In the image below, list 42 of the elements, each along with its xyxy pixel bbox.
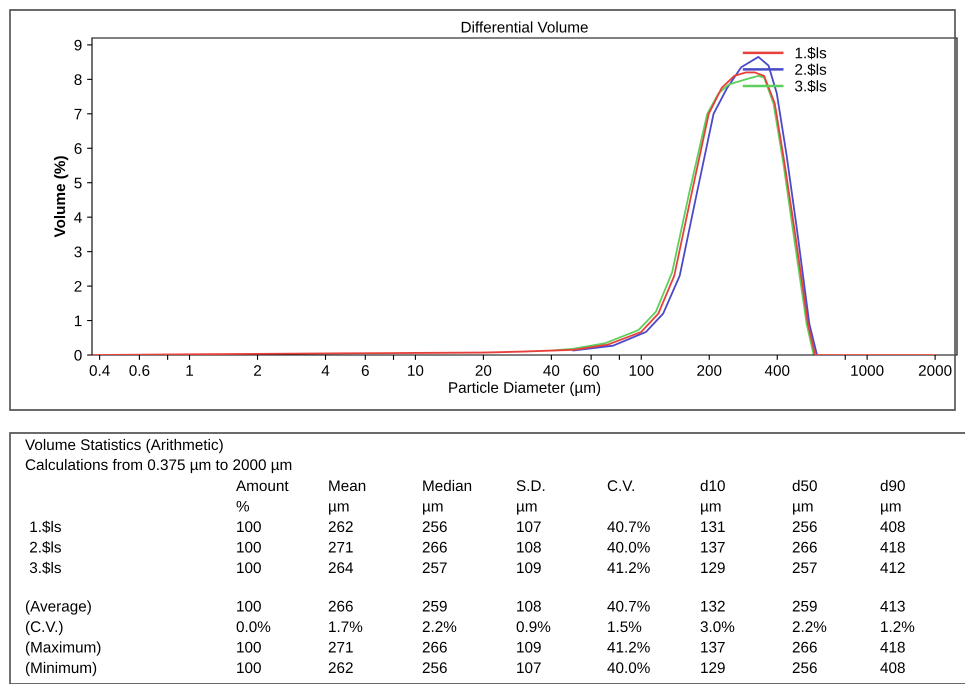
x-tick-label: 400 xyxy=(764,365,790,376)
y-tick-label: 2 xyxy=(74,280,82,292)
x-tick-label: 1 xyxy=(186,365,194,376)
x-tick-label: 0.4 xyxy=(90,365,110,376)
x-tick-label: 4 xyxy=(322,365,330,376)
x-tick-label: 60 xyxy=(583,365,600,376)
y-axis-title: Volume (%) xyxy=(54,156,68,238)
y-tick-label: 1 xyxy=(74,316,82,326)
legend-label: 2.$ls xyxy=(795,63,826,76)
x-tick-label: 20 xyxy=(476,365,492,376)
legend-label: 3.$ls xyxy=(795,80,826,92)
legend-label: 1.$ls xyxy=(796,46,826,60)
y-tick-label: 8 xyxy=(74,74,82,86)
text: (C.V.) 0.0% 1.7% 2.2% 0.9% 1.5% 3.0% 2.2% 1.2% xyxy=(26,620,914,636)
y-tick-label: 7 xyxy=(74,108,82,120)
text: Calculations from 0.375 µm to 2000 µm xyxy=(26,458,292,474)
y-tick-label: 9 xyxy=(74,40,82,51)
y-tick-label: 6 xyxy=(74,143,82,154)
x-tick-label: 6 xyxy=(362,365,369,376)
text: Amount Mean Median S.D. C.V. d10 d50 d90 xyxy=(236,480,905,492)
y-tick-label: 5 xyxy=(74,178,82,188)
text: % µm µm µm µm µm µm xyxy=(236,500,901,515)
text: (Average) 100 266 259 108 40.7% 132 259 413 xyxy=(26,600,905,615)
x-tick-label: 2 xyxy=(254,365,261,376)
text: Volume Statistics (Arithmetic) xyxy=(25,438,223,454)
x-axis-title: Particle Diameter (µm) xyxy=(449,382,600,396)
text: 2.$ls 100 271 266 108 40.0% 137 266 418 xyxy=(30,541,905,554)
text: 3.$ls 100 264 257 109 41.2% 129 257 412 xyxy=(30,562,905,574)
text: (Maximum) 100 271 266 109 41.2% 137 266 418 xyxy=(26,641,905,656)
x-tick-label: 1000 xyxy=(851,365,884,376)
y-tick-label: 4 xyxy=(74,212,82,223)
x-tick-label: 100 xyxy=(630,365,654,376)
x-tick-label: 200 xyxy=(697,365,722,376)
x-tick-label: 2000 xyxy=(918,365,952,376)
text: (Minimum) 100 262 256 107 40.0% 129 256 408 xyxy=(26,662,905,676)
y-tick-label: 3 xyxy=(74,246,82,258)
x-tick-label: 40 xyxy=(543,365,560,376)
chart-title: Differential Volume xyxy=(462,21,588,33)
x-tick-label: 10 xyxy=(408,365,424,376)
y-tick-label: 0 xyxy=(74,350,82,361)
text: 1.$ls 100 262 256 107 40.7% 131 256 408 xyxy=(30,520,905,534)
x-tick-label: 0.6 xyxy=(129,365,150,376)
